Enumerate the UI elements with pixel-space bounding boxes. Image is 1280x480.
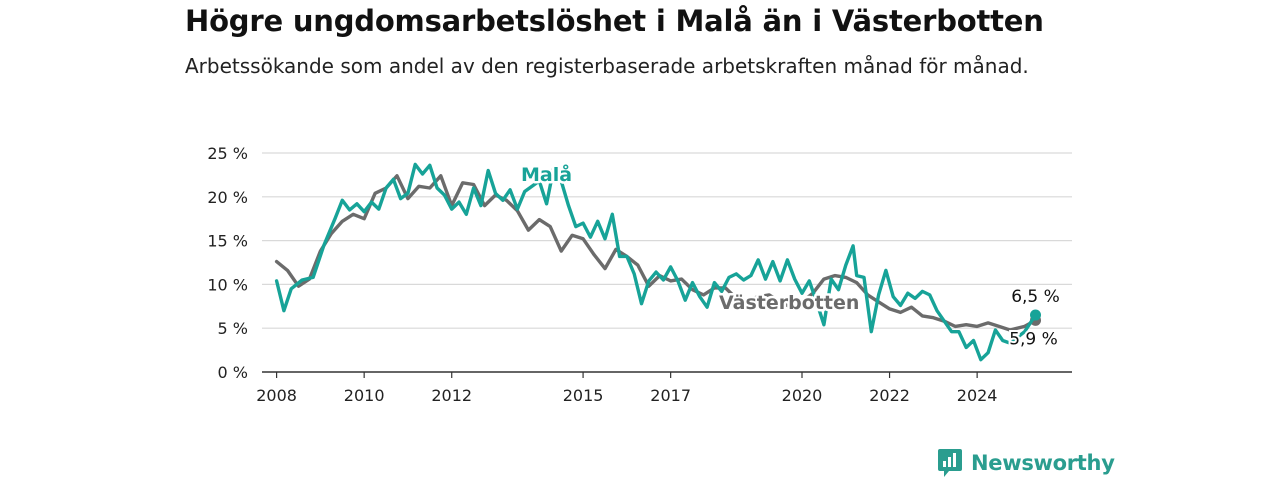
- y-tick-label: 20 %: [207, 188, 248, 207]
- newsworthy-logo: Newsworthy: [937, 448, 1115, 478]
- series-labels: Malå Västerbotten 6,5 % 5,9 %: [519, 160, 1062, 352]
- series-line-mala: [274, 162, 1038, 362]
- x-tick-label: 2024: [957, 386, 998, 405]
- y-tick-label: 10 %: [207, 275, 248, 294]
- series-line-vasterbotten: [274, 174, 1038, 332]
- end-point-mala: [1030, 309, 1042, 321]
- series-label-mala: Malå: [521, 162, 572, 186]
- x-tick-label: 2017: [650, 386, 691, 405]
- x-tick-label: 2008: [256, 386, 297, 405]
- end-label-mala: 6,5 %: [1011, 287, 1060, 307]
- series-label-vasterbotten: Västerbotten: [719, 292, 859, 314]
- chart-title: Högre ungdomsarbetslöshet i Malå än i Vä…: [185, 4, 1044, 38]
- brand-name: Newsworthy: [971, 451, 1115, 475]
- y-tick-label: 15 %: [207, 232, 248, 251]
- end-label-vasterbotten: 5,9 %: [1009, 329, 1058, 349]
- chart-subtitle: Arbetssökande som andel av den registerb…: [185, 54, 1029, 78]
- y-axis-ticks: 0 % 5 % 10 % 15 % 20 % 25 %: [207, 144, 248, 382]
- x-tick-label: 2012: [431, 386, 472, 405]
- x-tick-label: 2022: [869, 386, 910, 405]
- y-tick-label: 5 %: [218, 319, 248, 338]
- x-axis: 2008 2010 2012 2015 2017 2020 2022 2024: [256, 371, 1072, 405]
- series-lines: [274, 162, 1042, 362]
- x-tick-label: 2020: [782, 386, 823, 405]
- y-tick-label: 0 %: [218, 363, 248, 382]
- gridlines: [262, 152, 1072, 329]
- y-tick-label: 25 %: [207, 144, 248, 163]
- x-tick-label: 2015: [563, 386, 604, 405]
- newsworthy-icon: [938, 449, 962, 477]
- x-tick-label: 2010: [344, 386, 385, 405]
